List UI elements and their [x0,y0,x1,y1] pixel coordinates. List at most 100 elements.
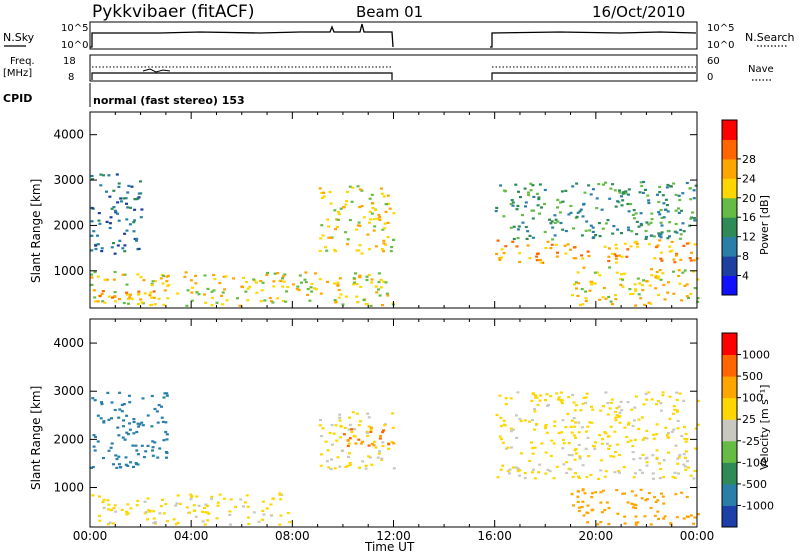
scatter-cell [382,195,386,198]
scatter-cell [197,504,201,507]
scatter-cell [119,197,123,200]
scatter-cell [584,396,588,399]
noise-tick-right-top: 10^5 [707,23,734,34]
velocity-plot-bg [90,319,697,527]
scatter-cell [673,471,677,474]
scatter-cell [606,435,610,438]
scatter-cell [560,431,564,434]
nave-tick-bottom: 0 [707,72,713,83]
colorbar-tick-label: 16 [742,211,756,224]
scatter-cell [185,304,189,307]
scatter-cell [382,280,385,283]
scatter-cell [562,442,566,445]
scatter-cell [600,459,604,462]
scatter-cell [151,446,155,449]
scatter-cell [194,515,198,518]
scatter-cell [133,208,137,211]
scatter-cell [381,444,385,448]
scatter-cell [111,522,115,525]
scatter-cell [203,506,206,510]
scatter-cell [368,221,371,224]
scatter-cell [667,451,671,454]
scatter-cell [347,428,351,431]
scatter-cell [319,292,323,295]
scatter-cell [674,209,678,212]
scatter-cell [614,410,618,413]
scatter-cell [613,430,617,433]
scatter-cell [205,504,209,507]
scatter-cell [153,522,157,525]
scatter-cell [694,427,698,430]
scatter-cell [93,296,97,299]
scatter-cell [359,442,363,445]
scatter-cell [578,457,582,460]
scatter-cell [641,438,645,441]
scatter-cell [526,191,530,194]
scatter-cell [689,474,693,477]
scatter-cell [596,271,600,274]
scatter-cell [322,195,326,198]
scatter-cell [595,207,599,210]
scatter-cell [514,414,518,417]
scatter-cell [298,274,302,277]
noise-tick-right-bottom: 10^0 [707,40,734,51]
scatter-cell [113,209,117,212]
scatter-cell [239,498,243,501]
scatter-cell [531,446,535,450]
scatter-cell [183,275,187,278]
scatter-cell [511,466,515,469]
scatter-cell [675,516,679,519]
scatter-cell [688,224,692,227]
scatter-cell [125,510,128,513]
scatter-cell [368,210,372,213]
scatter-cell [616,228,620,231]
scatter-cell [221,303,225,306]
scatter-cell [579,208,583,211]
scatter-cell [614,261,618,264]
scatter-cell [100,403,104,406]
scatter-cell [356,300,360,304]
scatter-cell [369,426,373,429]
scatter-cell [647,391,651,394]
scatter-cell [320,224,324,227]
colorbar-tick-label: -100 [742,456,767,469]
scatter-cell [139,180,142,183]
scatter-cell [114,300,118,303]
scatter-cell [372,229,376,232]
scatter-cell [575,404,578,407]
scatter-cell [617,453,621,457]
scatter-cell [238,304,242,307]
scatter-cell [637,427,641,431]
scatter-cell [509,446,513,449]
scatter-cell [351,411,355,414]
scatter-cell [142,456,146,459]
scatter-cell [392,467,396,470]
scatter-cell [637,225,641,228]
scatter-cell [259,300,263,303]
scatter-cell [630,408,634,411]
scatter-cell [379,434,382,438]
scatter-cell [345,295,348,298]
scatter-cell [165,394,169,397]
scatter-cell [598,298,602,301]
scatter-cell [582,514,586,517]
scatter-cell [633,438,637,441]
scatter-cell [614,419,618,422]
scatter-cell [90,174,94,178]
scatter-cell [210,304,214,307]
scatter-cell [203,274,207,277]
power-scatter [90,173,700,307]
scatter-cell [92,445,96,448]
scatter-cell [328,190,332,194]
scatter-cell [682,230,686,233]
scatter-cell [678,453,682,457]
scatter-cell [151,440,155,443]
colorbar-tick-label: 500 [742,370,763,383]
scatter-cell [581,215,585,218]
scatter-cell [671,475,675,479]
scatter-cell [601,296,605,299]
colorbar-tick-label: 100 [742,392,763,405]
scatter-cell [674,493,678,496]
scatter-cell [255,291,259,294]
scatter-cell [115,173,119,176]
